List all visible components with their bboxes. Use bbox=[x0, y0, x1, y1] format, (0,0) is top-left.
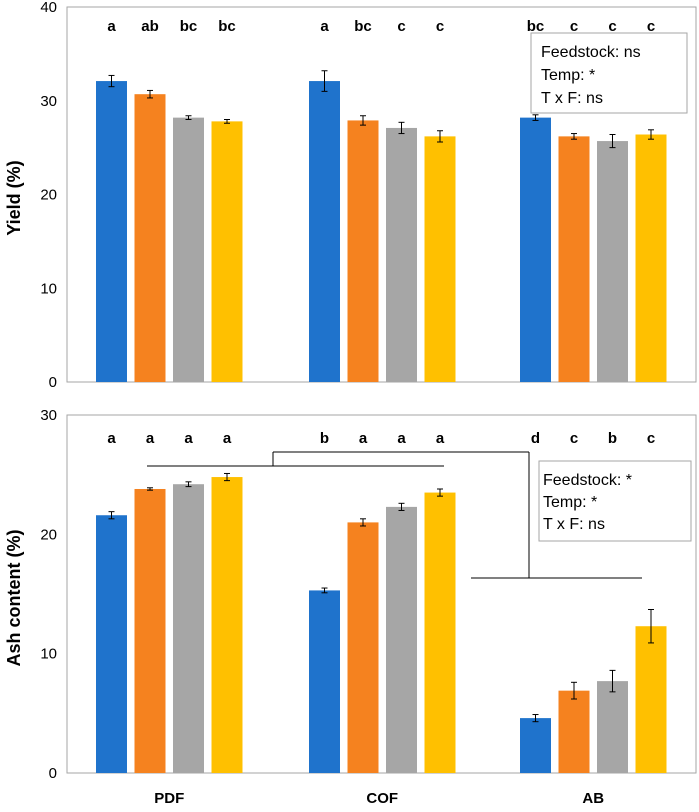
yield-y-tick-label: 20 bbox=[40, 187, 57, 204]
yield-significance-letter: c bbox=[570, 18, 578, 35]
ash-bar-ab-3 bbox=[597, 681, 628, 773]
ash-bar-pdf-4 bbox=[211, 477, 243, 773]
yield-significance-letter: ab bbox=[141, 18, 159, 35]
yield-significance-letter: bc bbox=[218, 18, 236, 35]
ash-bar-ab-1 bbox=[520, 718, 551, 773]
yield-bar-cof-4 bbox=[424, 136, 456, 382]
yield-stat-interaction: T x F: ns bbox=[541, 90, 603, 107]
ash-bar-cof-2 bbox=[347, 522, 379, 773]
yield-significance-letter: c bbox=[647, 18, 655, 35]
yield-significance-letter: c bbox=[436, 18, 444, 35]
category-label-cof: COF bbox=[366, 790, 398, 807]
yield-significance-letter: bc bbox=[354, 18, 372, 35]
yield-bar-pdf-1 bbox=[96, 81, 127, 382]
yield-significance-letter: a bbox=[320, 18, 329, 35]
ash-significance-letter: a bbox=[184, 430, 193, 447]
ash-stat-feedstock: Feedstock: * bbox=[543, 472, 632, 489]
yield-bar-ab-2 bbox=[558, 136, 590, 382]
yield-stats-box: Feedstock: ns Temp: * T x F: ns bbox=[530, 32, 688, 114]
ash-significance-letter: a bbox=[436, 430, 445, 447]
yield-y-tick-label: 10 bbox=[40, 280, 57, 297]
yield-stat-feedstock: Feedstock: ns bbox=[541, 44, 641, 61]
ash-significance-letter: b bbox=[608, 430, 617, 447]
ash-y-tick-label: 20 bbox=[40, 526, 57, 543]
yield-stat-temp: Temp: * bbox=[541, 67, 595, 84]
category-label-ab: AB bbox=[582, 790, 604, 807]
yield-bar-pdf-4 bbox=[211, 121, 243, 382]
ash-y-axis-label: Ash content (%) bbox=[4, 529, 24, 666]
ash-significance-letter: d bbox=[531, 430, 540, 447]
ash-bar-cof-4 bbox=[424, 492, 456, 773]
ash-bar-ab-2 bbox=[558, 690, 590, 773]
yield-bar-ab-4 bbox=[635, 134, 667, 382]
ash-bar-pdf-1 bbox=[96, 515, 127, 773]
yield-y-tick-label: 30 bbox=[40, 93, 57, 110]
yield-bar-ab-3 bbox=[597, 141, 628, 382]
ash-significance-letter: a bbox=[146, 430, 155, 447]
yield-y-axis-label: Yield (%) bbox=[4, 160, 24, 235]
yield-significance-letter: c bbox=[608, 18, 616, 35]
ash-stat-temp: Temp: * bbox=[543, 494, 597, 511]
ash-bar-cof-1 bbox=[309, 590, 340, 773]
yield-panel-frame bbox=[66, 6, 697, 383]
ash-significance-letter: b bbox=[320, 430, 329, 447]
yield-significance-letter: bc bbox=[527, 18, 545, 35]
ash-stat-interaction: T x F: ns bbox=[543, 516, 605, 533]
yield-y-tick-label: 40 bbox=[40, 0, 57, 16]
yield-significance-letter: c bbox=[397, 18, 405, 35]
yield-bar-cof-1 bbox=[309, 81, 340, 382]
ash-significance-letter: c bbox=[570, 430, 578, 447]
category-label-pdf: PDF bbox=[154, 790, 184, 807]
ash-y-tick-label: 0 bbox=[49, 765, 57, 782]
yield-significance-letter: bc bbox=[180, 18, 198, 35]
ash-panel-frame bbox=[66, 414, 697, 774]
yield-bar-pdf-2 bbox=[134, 94, 166, 382]
ash-significance-letter: a bbox=[397, 430, 406, 447]
yield-y-tick-label: 0 bbox=[49, 374, 57, 391]
ash-bar-pdf-3 bbox=[173, 484, 204, 773]
ash-bar-pdf-2 bbox=[134, 488, 166, 773]
yield-bar-pdf-3 bbox=[173, 117, 204, 382]
ash-significance-letter: a bbox=[107, 430, 116, 447]
yield-bar-cof-2 bbox=[347, 120, 379, 382]
significance-brackets bbox=[147, 451, 642, 579]
ash-stats-box: Feedstock: * Temp: * T x F: ns bbox=[538, 460, 692, 542]
ash-bar-cof-3 bbox=[386, 506, 417, 773]
ash-significance-letter: c bbox=[647, 430, 655, 447]
yield-significance-letter: a bbox=[107, 18, 116, 35]
ash-significance-letter: a bbox=[359, 430, 368, 447]
ash-y-tick-label: 10 bbox=[40, 646, 57, 663]
ash-significance-letter: a bbox=[223, 430, 232, 447]
yield-bar-ab-1 bbox=[520, 117, 551, 382]
ash-y-tick-label: 30 bbox=[40, 407, 57, 424]
yield-bar-cof-3 bbox=[386, 127, 417, 382]
ash-bar-ab-4 bbox=[635, 626, 667, 773]
